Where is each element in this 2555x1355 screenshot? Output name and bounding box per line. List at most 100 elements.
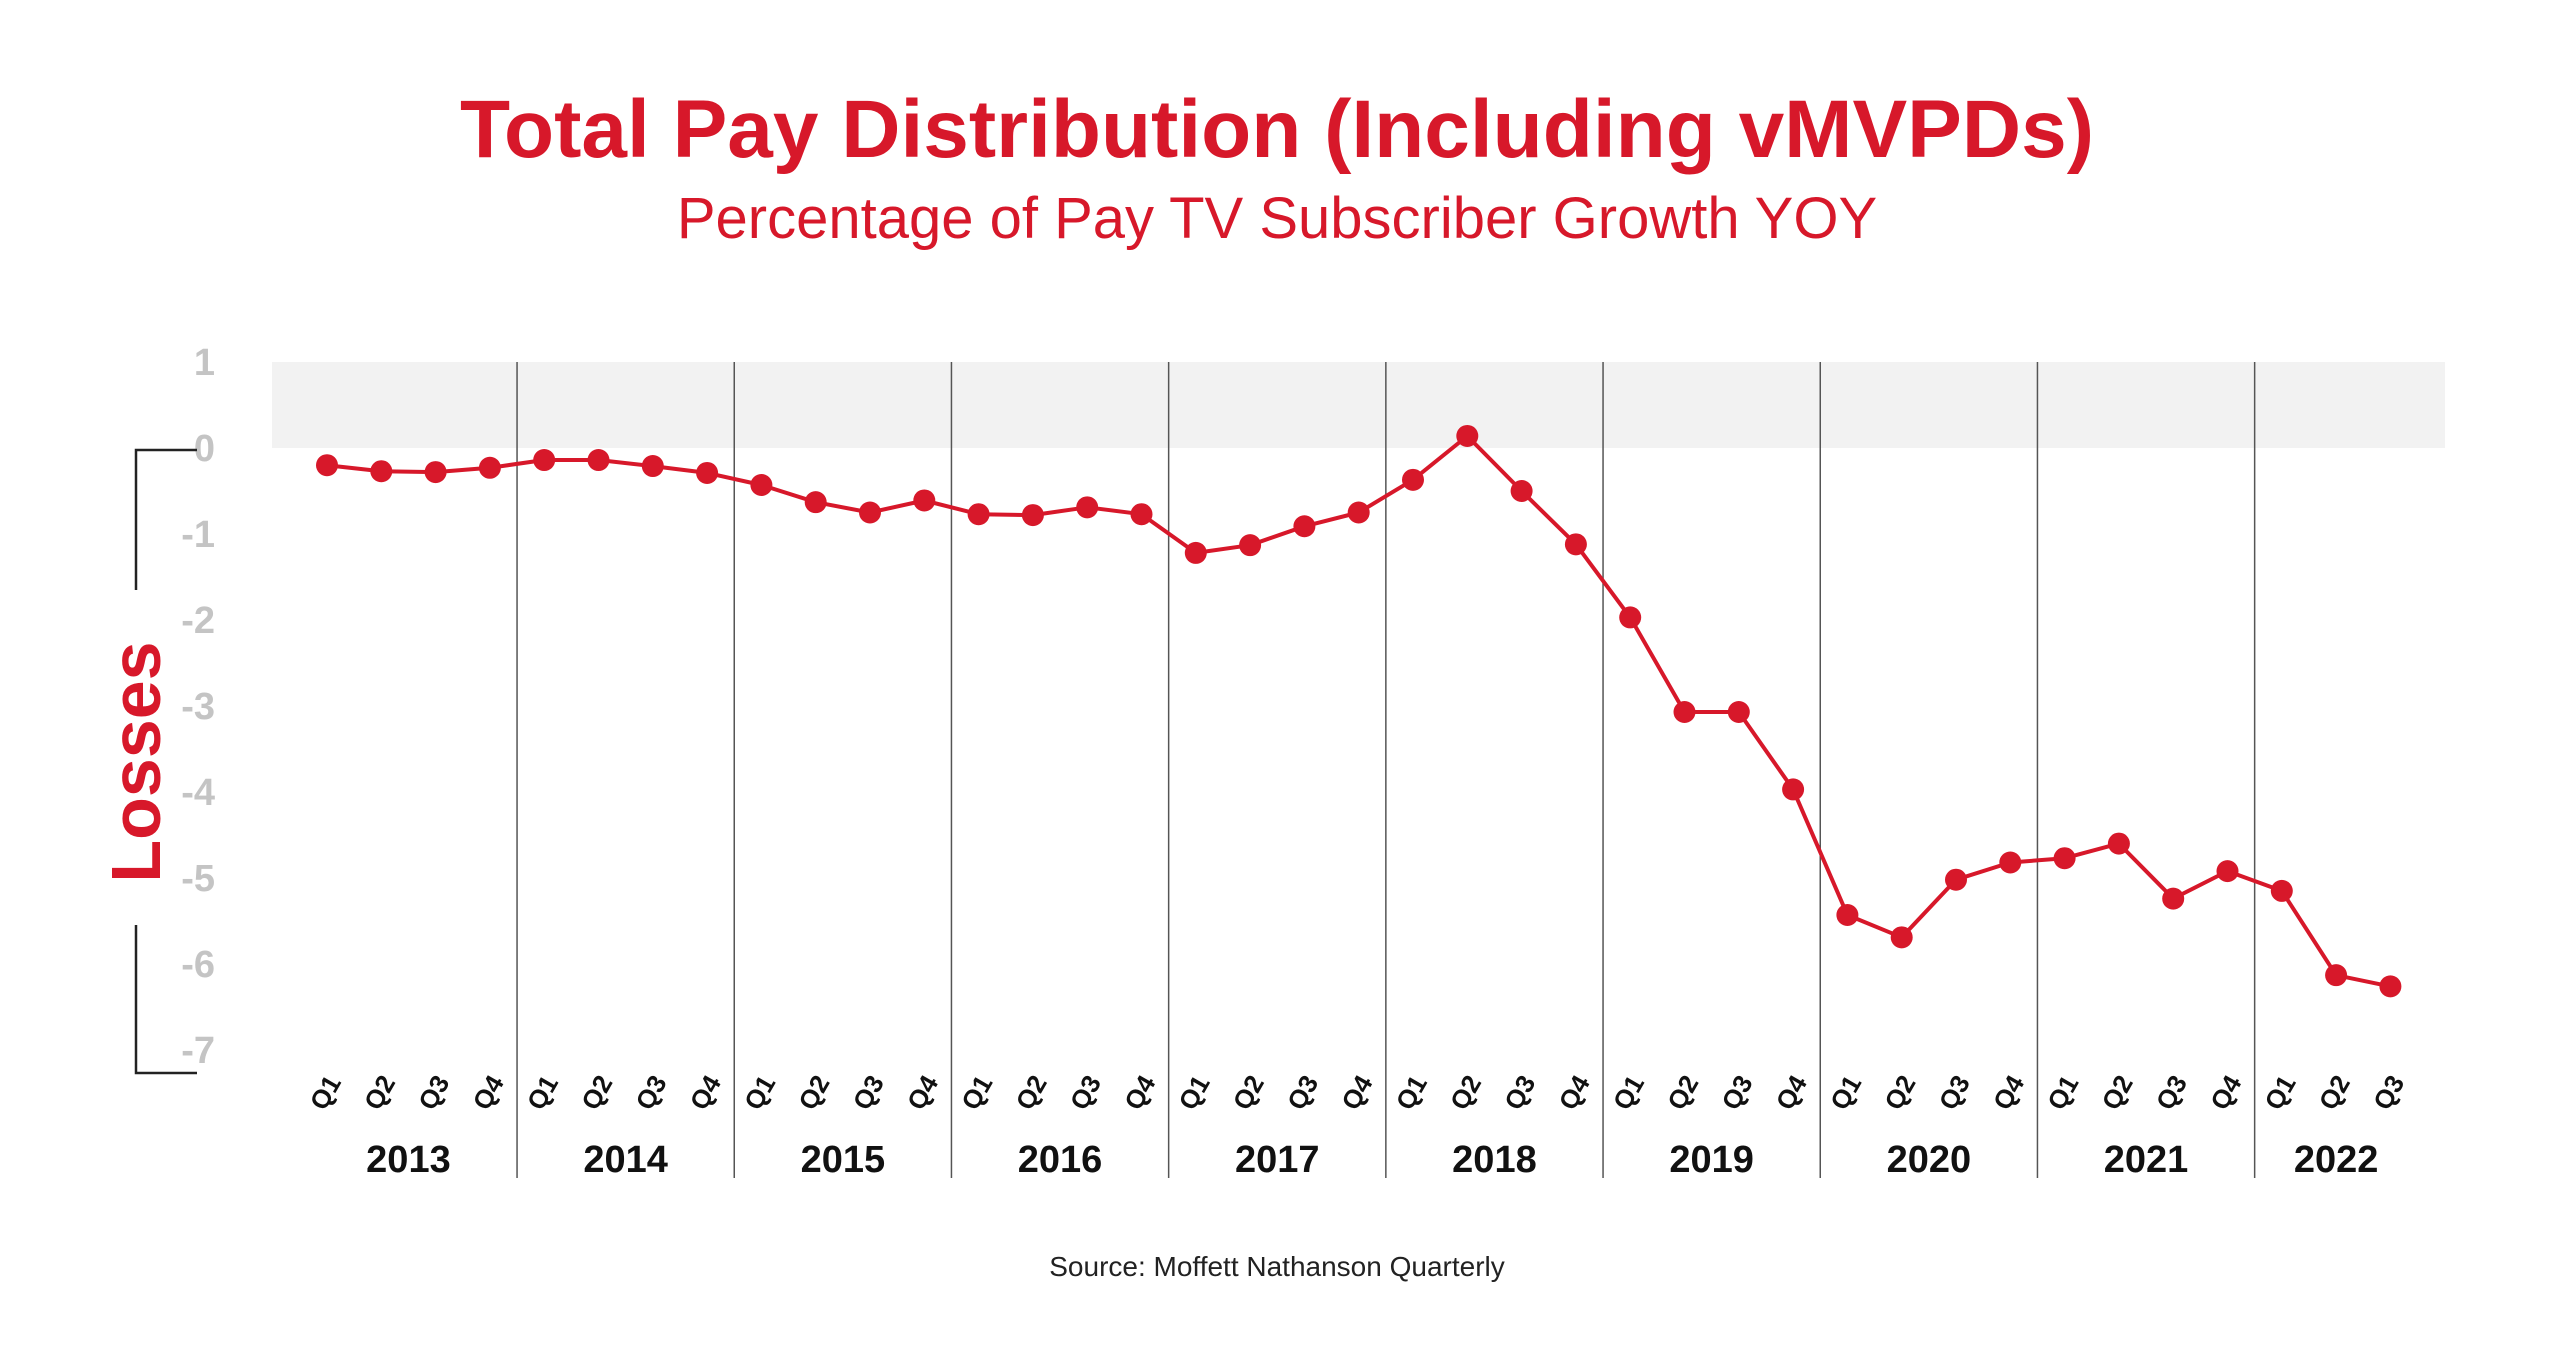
source-note: Source: Moffett Nathanson Quarterly bbox=[1049, 1251, 1505, 1282]
y-tick-label: -2 bbox=[181, 600, 215, 642]
quarter-label: Q4 bbox=[2204, 1070, 2248, 1116]
quarter-label: Q1 bbox=[738, 1070, 781, 1115]
data-point bbox=[1021, 504, 1044, 527]
year-label: 2014 bbox=[583, 1139, 668, 1181]
quarter-label: Q2 bbox=[1009, 1070, 1052, 1115]
data-point bbox=[424, 461, 447, 484]
y-tick-label: -4 bbox=[181, 772, 215, 814]
data-point bbox=[750, 473, 773, 496]
quarter-label: Q1 bbox=[2041, 1070, 2084, 1115]
data-point bbox=[1945, 868, 1967, 891]
data-point bbox=[1130, 503, 1153, 526]
quarter-label: Q1 bbox=[1824, 1070, 1867, 1115]
losses-bracket: Losses bbox=[97, 448, 197, 1075]
year-label: 2019 bbox=[1669, 1139, 1754, 1181]
data-point bbox=[478, 456, 501, 479]
y-tick-label: 0 bbox=[194, 428, 215, 470]
data-point bbox=[1510, 480, 1533, 502]
quarter-label: Q3 bbox=[1064, 1070, 1107, 1115]
quarter-label: Q1 bbox=[521, 1070, 564, 1115]
quarter-label: Q3 bbox=[1933, 1070, 1976, 1115]
data-point bbox=[696, 461, 719, 484]
quarter-label: Q2 bbox=[575, 1070, 618, 1115]
quarter-label: Q2 bbox=[1661, 1070, 1704, 1115]
data-point bbox=[967, 503, 990, 526]
y-tick-label: -1 bbox=[181, 514, 215, 556]
data-point bbox=[2107, 832, 2130, 855]
quarter-label: Q3 bbox=[1715, 1070, 1758, 1115]
year-dividers bbox=[516, 362, 2256, 1178]
data-point bbox=[1456, 424, 1479, 447]
data-point bbox=[1836, 903, 1859, 926]
data-point bbox=[1076, 496, 1099, 519]
quarter-label: Q4 bbox=[901, 1070, 945, 1116]
data-point bbox=[1782, 778, 1805, 801]
losses-label: Losses bbox=[97, 641, 175, 882]
quarter-label: Q4 bbox=[684, 1070, 728, 1116]
quarter-label: Q3 bbox=[1281, 1070, 1324, 1115]
quarter-label: Q2 bbox=[792, 1070, 835, 1115]
chart-subtitle: Percentage of Pay TV Subscriber Growth Y… bbox=[677, 186, 1877, 251]
data-point bbox=[2216, 860, 2239, 883]
data-point bbox=[1293, 515, 1316, 538]
year-labels: 2013 2014 2015 2016 2017 2018 2019 2020 2021 2022 bbox=[366, 1139, 2378, 1181]
data-point bbox=[1239, 534, 1262, 557]
year-label: 2018 bbox=[1452, 1139, 1537, 1181]
data-point bbox=[1673, 701, 1696, 724]
quarter-label: Q2 bbox=[1878, 1070, 1921, 1115]
year-label: 2021 bbox=[2104, 1139, 2189, 1181]
data-point bbox=[913, 489, 936, 512]
data-point bbox=[2162, 887, 2185, 910]
data-point bbox=[370, 460, 393, 483]
quarter-label: Q3 bbox=[1498, 1070, 1541, 1115]
quarter-label: Q4 bbox=[1118, 1070, 1162, 1116]
data-point bbox=[2053, 847, 2076, 870]
quarter-label: Q1 bbox=[304, 1070, 347, 1115]
year-label: 2022 bbox=[2294, 1139, 2379, 1181]
data-point bbox=[1619, 606, 1642, 629]
data-point bbox=[859, 501, 881, 524]
y-tick-label: 1 bbox=[194, 342, 215, 384]
quarter-label: Q4 bbox=[1987, 1070, 2031, 1116]
quarter-label: Q1 bbox=[2258, 1070, 2301, 1115]
quarter-label: Q2 bbox=[2313, 1070, 2356, 1115]
quarter-label: Q2 bbox=[2095, 1070, 2138, 1115]
quarter-label: Q1 bbox=[955, 1070, 998, 1115]
quarter-label: Q4 bbox=[1770, 1070, 1814, 1116]
data-point bbox=[2379, 975, 2402, 998]
year-label: 2013 bbox=[366, 1139, 451, 1181]
y-tick-label: -3 bbox=[181, 686, 215, 728]
quarter-label: Q1 bbox=[1607, 1070, 1650, 1115]
data-point bbox=[316, 454, 338, 477]
quarter-label: Q3 bbox=[2367, 1070, 2410, 1115]
data-point bbox=[1184, 541, 1207, 564]
y-tick-label: -7 bbox=[181, 1030, 215, 1072]
data-point bbox=[2325, 964, 2348, 987]
data-point bbox=[1999, 851, 2022, 874]
quarter-labels: Q1 Q2 Q3 Q4 Q1 Q2 Q3 Q4 Q1 Q2 Q3 Q4 Q1 Q2 Q3 Q4 Q1 Q2 Q3 Q4… bbox=[304, 1070, 2411, 1116]
quarter-label: Q4 bbox=[1552, 1070, 1596, 1116]
year-label: 2016 bbox=[1018, 1139, 1103, 1181]
positive-band bbox=[272, 362, 2445, 448]
quarter-label: Q4 bbox=[466, 1070, 510, 1116]
quarter-label: Q3 bbox=[2150, 1070, 2193, 1115]
quarter-label: Q2 bbox=[1227, 1070, 1270, 1115]
data-point bbox=[1564, 533, 1587, 556]
data-point bbox=[2270, 879, 2293, 902]
year-label: 2017 bbox=[1235, 1139, 1320, 1181]
quarter-label: Q3 bbox=[412, 1070, 455, 1115]
bracket-line bbox=[134, 448, 197, 1075]
data-points bbox=[316, 424, 2402, 998]
quarter-label: Q1 bbox=[1172, 1070, 1215, 1115]
data-point bbox=[1347, 501, 1370, 524]
quarter-label: Q3 bbox=[847, 1070, 890, 1115]
y-tick-label: -5 bbox=[181, 858, 215, 900]
y-tick-label: -6 bbox=[181, 944, 215, 986]
quarter-label: Q3 bbox=[629, 1070, 672, 1115]
quarter-label: Q2 bbox=[1444, 1070, 1487, 1115]
quarter-label: Q2 bbox=[358, 1070, 401, 1115]
data-point bbox=[533, 449, 556, 472]
year-label: 2015 bbox=[801, 1139, 886, 1181]
data-point bbox=[587, 449, 610, 472]
